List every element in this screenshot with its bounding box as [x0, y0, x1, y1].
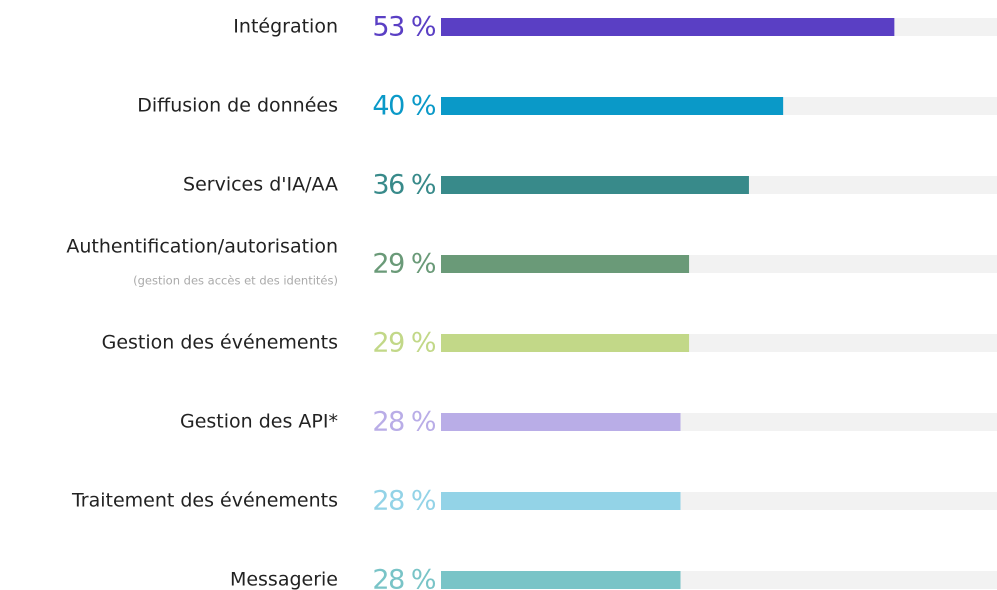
- bar: [441, 492, 681, 510]
- category-label: Authentification/autorisation: [66, 236, 338, 258]
- bar: [441, 334, 690, 352]
- bar: [441, 255, 690, 273]
- value-label: 28 %: [372, 407, 435, 438]
- value-label: 28 %: [372, 565, 435, 590]
- value-label: 28 %: [372, 486, 435, 517]
- category-label: Traitement des événements: [71, 490, 338, 512]
- category-label: Gestion des API*: [180, 411, 338, 433]
- value-label: 29 %: [372, 249, 435, 280]
- bar: [441, 571, 681, 589]
- category-label: Intégration: [233, 16, 338, 38]
- bar: [441, 176, 749, 194]
- category-label: Services d'IA/AA: [183, 174, 338, 196]
- value-label: 40 %: [372, 91, 435, 122]
- category-note: (gestion des accès et des identités): [133, 274, 338, 288]
- category-label: Gestion des événements: [102, 332, 338, 354]
- bar: [441, 97, 784, 115]
- bar: [441, 413, 681, 431]
- value-label: 53 %: [372, 12, 435, 43]
- category-label: Messagerie: [230, 569, 338, 590]
- value-label: 29 %: [372, 328, 435, 359]
- bar: [441, 18, 895, 36]
- value-label: 36 %: [372, 170, 435, 201]
- category-label: Diffusion de données: [137, 95, 338, 117]
